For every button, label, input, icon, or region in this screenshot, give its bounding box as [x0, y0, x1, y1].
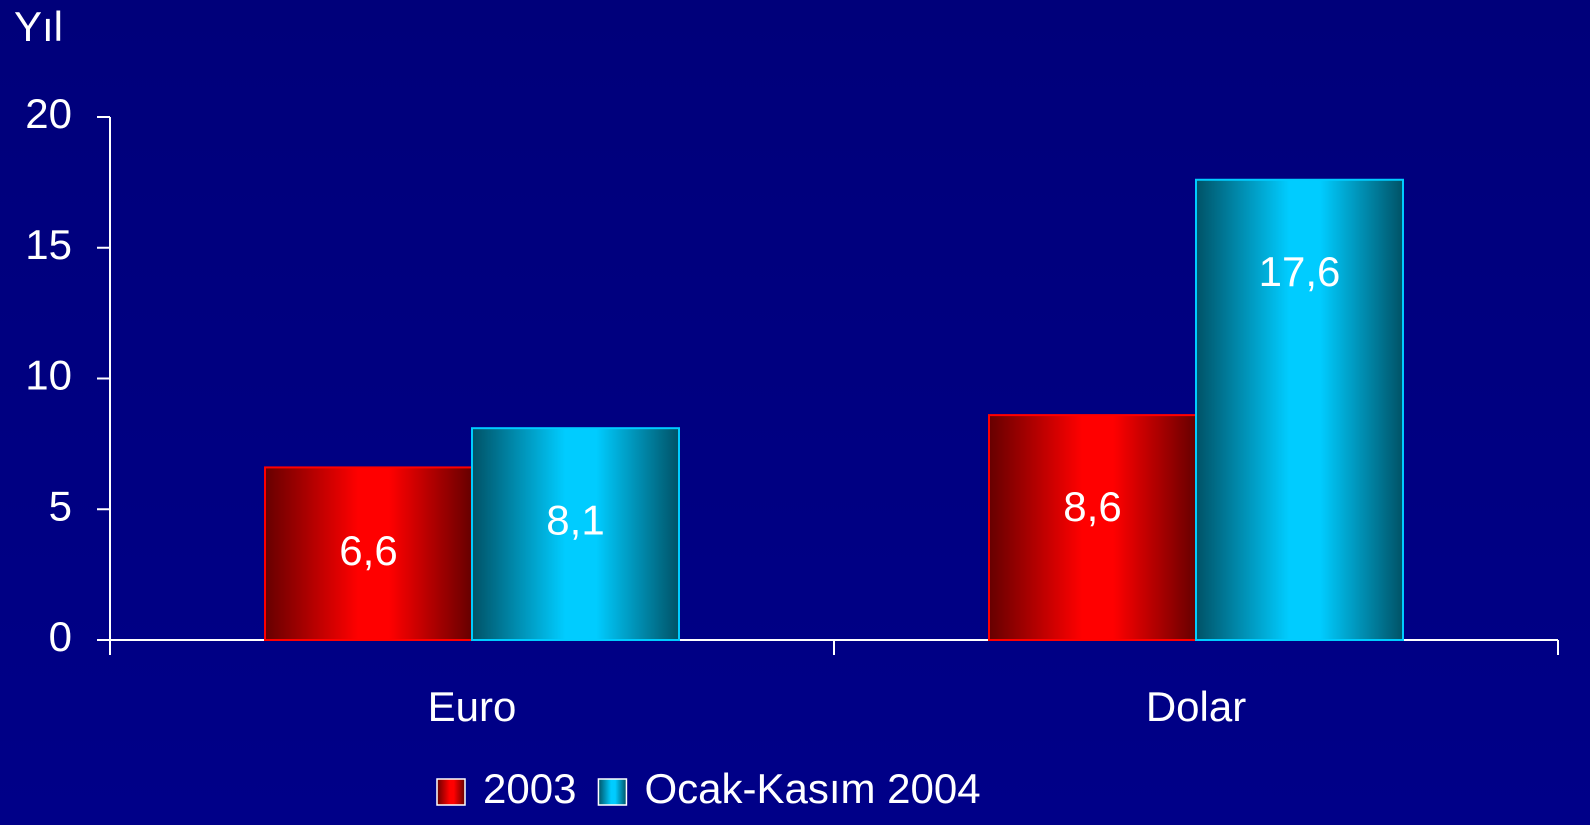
legend-swatch-shade — [597, 778, 628, 806]
bar-shade — [264, 466, 473, 641]
value-label: 17,6 — [1259, 248, 1341, 295]
value-label: 8,6 — [1063, 483, 1121, 530]
x-tick-label: Euro — [428, 683, 517, 730]
legend-swatch-shade — [436, 778, 466, 806]
y-tick-label: 5 — [49, 482, 72, 529]
y-tick-label: 10 — [25, 352, 72, 399]
y-axis-label: Yıl — [14, 3, 63, 50]
value-label: 8,1 — [546, 496, 604, 543]
bar-shade — [988, 414, 1197, 641]
y-tick-label: 20 — [25, 90, 72, 137]
legend-label: 2003 — [483, 765, 576, 812]
x-tick-label: Dolar — [1146, 683, 1246, 730]
value-label: 6,6 — [339, 527, 397, 574]
y-tick-label: 0 — [49, 613, 72, 660]
bar-shade — [471, 427, 680, 641]
bar-shade — [1195, 178, 1404, 641]
y-tick-label: 15 — [25, 221, 72, 268]
legend-label: Ocak-Kasım 2004 — [644, 765, 980, 812]
